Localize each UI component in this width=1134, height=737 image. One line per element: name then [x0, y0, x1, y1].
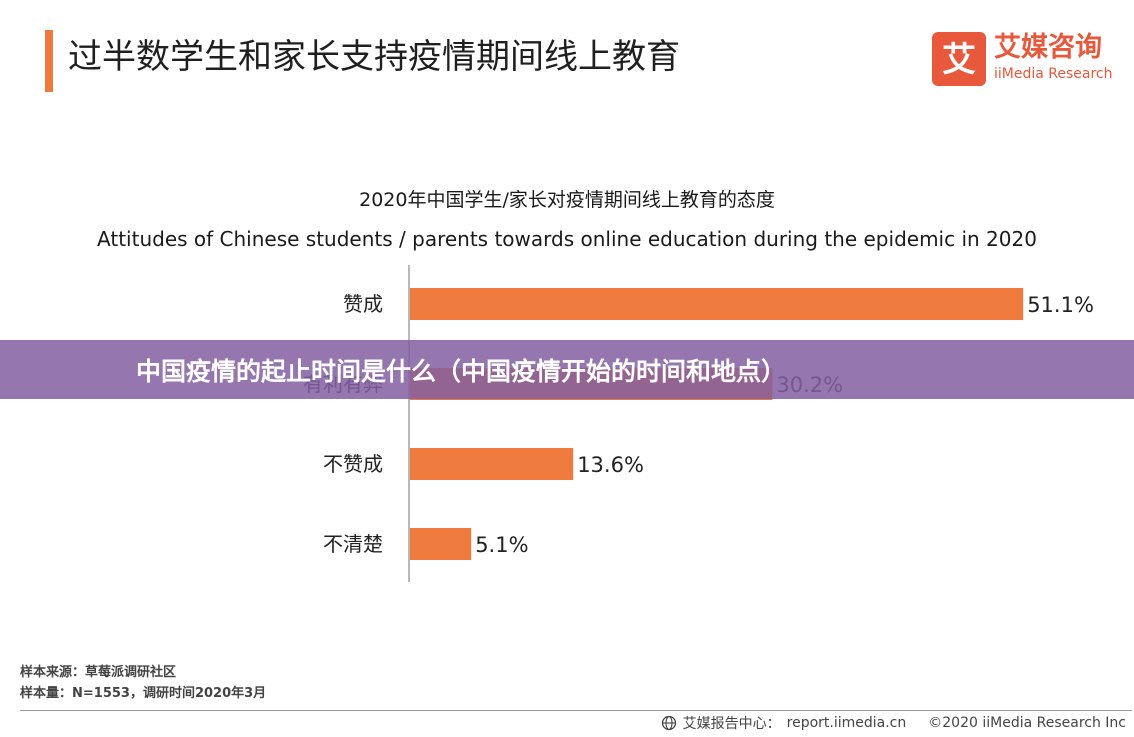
logo-mark-glyph: 艾 [942, 40, 976, 80]
footer: 艾媒报告中心： report.iimedia.cn ©2020 iiMedia … [661, 713, 1126, 733]
value-label-3: 13.6% [577, 453, 644, 477]
category-label-3: 不赞成 [323, 452, 383, 476]
footer-divider [20, 710, 1132, 711]
overlay-banner: 中国疫情的起止时间是什么（中国疫情开始的时间和地点） [0, 340, 1134, 399]
logo-mark: 艾 [932, 32, 986, 86]
chart-title: 2020年中国学生/家长对疫情期间线上教育的态度 [359, 189, 775, 211]
bar-4 [410, 528, 472, 560]
chart-subtitle: Attitudes of Chinese students / parents … [97, 227, 1037, 251]
footer-brand: 艾媒报告中心： [682, 716, 781, 732]
logo-name-en: iiMedia Research [994, 66, 1113, 82]
bar-3 [410, 448, 574, 480]
source-notes: 样本来源：草莓派调研社区 样本量：N=1553，调研时间2020年3月 [20, 662, 266, 704]
footer-copyright: ©2020 iiMedia Research Inc [928, 715, 1126, 731]
sample-size: 样本量：N=1553，调研时间2020年3月 [20, 686, 267, 701]
value-label-1: 51.1% [1027, 293, 1094, 317]
category-label-4: 不清楚 [323, 532, 383, 556]
iimedia-logo: 艾 艾媒咨询 iiMedia Research [932, 32, 1122, 86]
sample-source: 样本来源：草莓派调研社区 [20, 665, 177, 680]
value-label-4: 5.1% [475, 533, 528, 557]
category-label-1: 赞成 [343, 292, 383, 316]
banner-text: 中国疫情的起止时间是什么（中国疫情开始的时间和地点） [136, 356, 787, 386]
globe-icon [661, 715, 676, 731]
footer-url[interactable]: report.iimedia.cn [786, 715, 907, 731]
bar-1 [410, 288, 1024, 320]
logo-mark-text: 艾 [942, 40, 976, 80]
page-title: 过半数学生和家长支持疫情期间线上教育 [68, 37, 680, 77]
logo-name-cn: 艾媒咨询 [994, 32, 1102, 63]
title-accent-bar [45, 30, 53, 92]
